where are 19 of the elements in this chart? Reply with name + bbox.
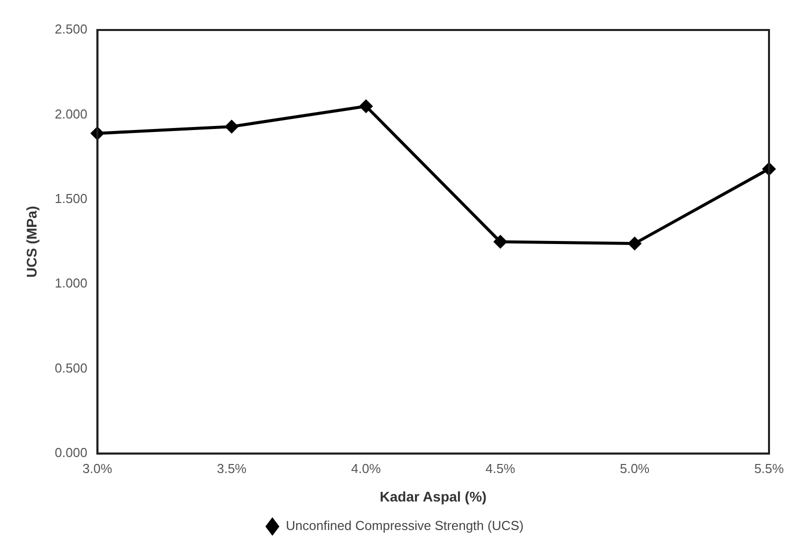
x-tick-label: 5.0% [620, 460, 650, 476]
y-tick-label: 1.000 [54, 276, 88, 291]
x-tick-label: 3.5% [216, 460, 247, 476]
x-tick-label: 4.5% [486, 460, 516, 476]
y-axis-title: UCS (MPa) [23, 206, 40, 278]
point [359, 99, 373, 114]
y-tick-label: 0.500 [54, 360, 88, 376]
x-axis-title: Kadar Aspal (%) [380, 488, 487, 504]
point [224, 120, 239, 134]
y-tick-label: 1.500 [54, 191, 88, 206]
point [628, 236, 642, 250]
y-tick-label: 2.000 [54, 106, 88, 122]
x-tick-label: 3.0% [82, 460, 113, 476]
y-tick-label: 2.500 [54, 22, 88, 37]
legend-label: Unconfined Compressive Strength (UCS) [286, 518, 524, 534]
x-tick-label: 4.0% [351, 460, 382, 476]
x-tick-label: 5.5% [754, 460, 784, 476]
y-tick-label: 0.000 [54, 445, 88, 460]
point [493, 234, 508, 249]
